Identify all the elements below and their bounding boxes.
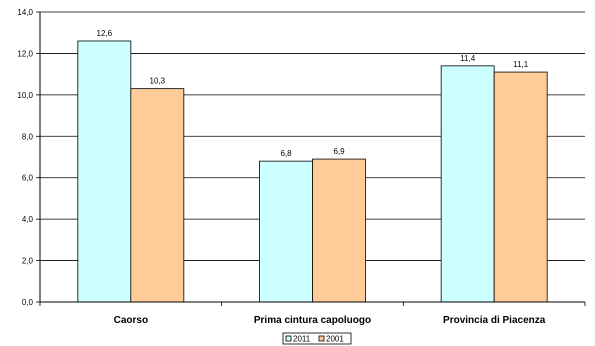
- bars: [77, 40, 548, 303]
- category-label-provincia: Provincia di Piacenza: [443, 315, 546, 326]
- y-tick-label: 6,0: [22, 174, 34, 183]
- y-tick-label: 0,0: [22, 298, 34, 307]
- legend-swatch-2001: [318, 335, 325, 342]
- bar-2001-3: [493, 71, 548, 303]
- data-label: 11,1: [513, 60, 529, 69]
- y-tick-label: 8,0: [22, 132, 34, 141]
- legend-swatch-2011: [285, 335, 292, 342]
- data-label: 11,4: [460, 54, 476, 63]
- bar-2011-2: [259, 160, 313, 303]
- data-label: 6,8: [280, 149, 292, 158]
- legend: 2011 2001: [282, 332, 352, 345]
- x-axis-tick-marks: [39, 302, 586, 306]
- bar-2001-1: [130, 88, 185, 303]
- legend-box: [282, 332, 352, 345]
- bar-2011-3: [440, 65, 495, 303]
- bar-2011-1: [77, 40, 132, 303]
- data-label: 6,9: [333, 147, 345, 156]
- legend-label-2001: 2001: [326, 335, 344, 344]
- data-label: 10,3: [150, 77, 166, 86]
- legend-label-2011: 2011: [293, 335, 311, 344]
- bar-2001-2: [312, 158, 366, 303]
- y-tick-label: 10,0: [17, 91, 33, 100]
- category-labels: Caorso Prima cintura capoluogo Provincia…: [114, 315, 546, 326]
- y-tick-label: 14,0: [17, 8, 33, 17]
- category-label-caorso: Caorso: [114, 315, 148, 326]
- data-labels: 12,6 10,3 6,8 6,9 11,4 11,1: [97, 29, 529, 158]
- category-label-prima-cintura: Prima cintura capoluogo: [254, 315, 371, 326]
- y-tick-label: 2,0: [22, 257, 34, 266]
- y-tick-label: 12,0: [17, 49, 33, 58]
- y-tick-label: 4,0: [22, 215, 34, 224]
- data-label: 12,6: [97, 29, 113, 38]
- y-axis-tick-labels: 0,0 2,0 4,0 6,0 8,0 10,0 12,0 14,0: [17, 8, 33, 307]
